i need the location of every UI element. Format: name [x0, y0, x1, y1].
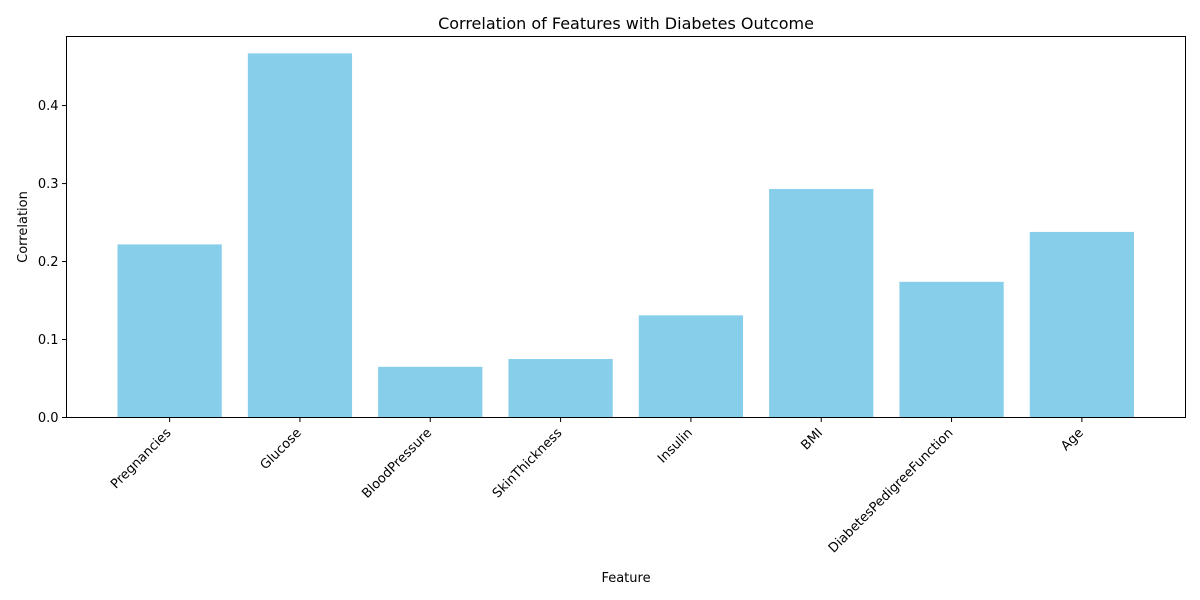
- bar-diabetespedigreefunction: [899, 281, 1004, 418]
- x-axis-ticks: Pregnancies Glucose BloodPressure SkinThick…: [108, 417, 1087, 556]
- x-tick-label: Glucose: [258, 426, 305, 473]
- x-axis-title: Feature: [601, 571, 650, 586]
- bar-age: [1029, 231, 1134, 418]
- x-tick-label: Insulin: [655, 426, 696, 467]
- y-tick-label: 0.0: [38, 411, 59, 426]
- y-tick-label: 0.1: [38, 333, 59, 348]
- x-tick-label: BloodPressure: [359, 426, 435, 502]
- bar-glucose: [247, 53, 353, 418]
- x-tick-label: Pregnancies: [108, 426, 175, 493]
- y-axis-ticks: 0.0 0.1 0.2 0.3 0.4: [38, 99, 67, 426]
- plot-frame: [66, 36, 1186, 418]
- y-tick-label: 0.2: [38, 255, 59, 270]
- bar-pregnancies: [117, 244, 222, 418]
- bar-bloodpressure: [378, 366, 483, 418]
- bars-group: [117, 53, 1134, 418]
- y-axis-title: Correlation: [16, 191, 31, 263]
- x-tick-label: SkinThickness: [490, 426, 566, 502]
- x-tick-label: Age: [1058, 426, 1086, 454]
- x-tick-label: BMI: [799, 426, 827, 454]
- x-tick-label: DiabetesPedigreeFunction: [826, 426, 956, 556]
- y-tick-label: 0.3: [38, 177, 59, 192]
- bar-insulin: [638, 315, 744, 418]
- bar-skinthickness: [508, 359, 613, 418]
- y-tick-label: 0.4: [38, 99, 59, 114]
- chart-title: Correlation of Features with Diabetes Ou…: [438, 14, 814, 33]
- bar-bmi: [769, 189, 874, 418]
